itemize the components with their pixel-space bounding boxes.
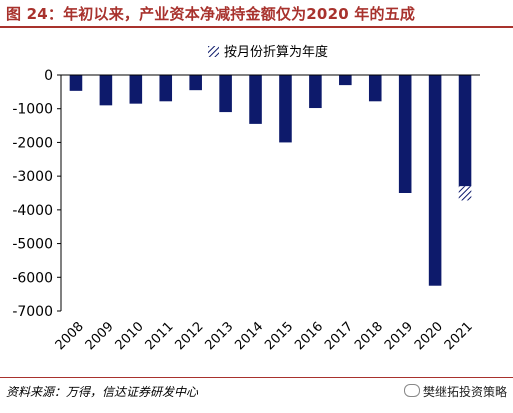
- bar-2012: [189, 75, 202, 91]
- x-tick-label-2021: 2021: [442, 319, 476, 353]
- y-tick-label--1000: -1000: [12, 102, 53, 118]
- y-tick-label-0: 0: [44, 68, 53, 84]
- bar-chart: 按月份折算为年度 0 -1000 -2000 -3000 -4000 -5000 -6000…: [12, 44, 480, 353]
- y-tick-label--6000: -6000: [12, 270, 53, 286]
- bar-2021: [458, 75, 472, 187]
- x-tick-label-2009: 2009: [83, 319, 117, 353]
- y-tick-label--4000: -4000: [12, 203, 53, 219]
- legend-hatch-swatch: [208, 46, 219, 57]
- bar-2013: [219, 75, 232, 113]
- x-tick-label-2017: 2017: [322, 319, 356, 353]
- bar-2016: [309, 75, 322, 109]
- x-tick-label-2010: 2010: [113, 319, 147, 353]
- legend-label: 按月份折算为年度: [224, 44, 328, 60]
- bar-annualized-2021: [458, 186, 472, 201]
- footer-divider: [0, 377, 513, 378]
- y-tick-label--3000: -3000: [12, 169, 53, 185]
- x-tick-label-2012: 2012: [172, 319, 206, 353]
- chart-legend: 按月份折算为年度: [208, 44, 328, 60]
- bar-2017: [339, 75, 352, 86]
- watermark: 樊继拓投资策略: [403, 383, 507, 400]
- x-tick-label-2019: 2019: [382, 319, 416, 353]
- watermark-text: 樊继拓投资策略: [422, 385, 507, 399]
- x-tick-label-2018: 2018: [352, 319, 386, 353]
- bar-2018: [368, 75, 382, 102]
- x-tick-label-2008: 2008: [53, 319, 87, 353]
- bar-2011: [159, 75, 173, 102]
- x-tick-label-2015: 2015: [262, 319, 296, 353]
- x-tick-label-2020: 2020: [412, 319, 446, 353]
- wechat-icon: [403, 384, 420, 397]
- bar-2015: [279, 75, 292, 143]
- bar-2010: [129, 75, 143, 104]
- chart-title: 图 24：年初以来，产业资本净减持金额仅为2020 年的五成: [6, 5, 416, 23]
- bar-2014: [249, 75, 262, 124]
- bar-2019: [398, 75, 412, 193]
- y-tick-label--2000: -2000: [12, 135, 53, 151]
- x-tick-label-2014: 2014: [232, 319, 266, 353]
- source-note: 资料来源：万得，信达证券研发中心: [6, 385, 199, 399]
- x-tick-label-2013: 2013: [202, 319, 236, 353]
- title-divider: [0, 26, 513, 28]
- y-tick-label--7000: -7000: [12, 304, 53, 320]
- bar-2009: [99, 75, 113, 106]
- y-tick-label--5000: -5000: [12, 237, 53, 253]
- bar-2020: [428, 75, 442, 286]
- bar-2008: [69, 75, 83, 91]
- x-tick-label-2011: 2011: [143, 319, 177, 353]
- x-tick-label-2016: 2016: [292, 319, 326, 353]
